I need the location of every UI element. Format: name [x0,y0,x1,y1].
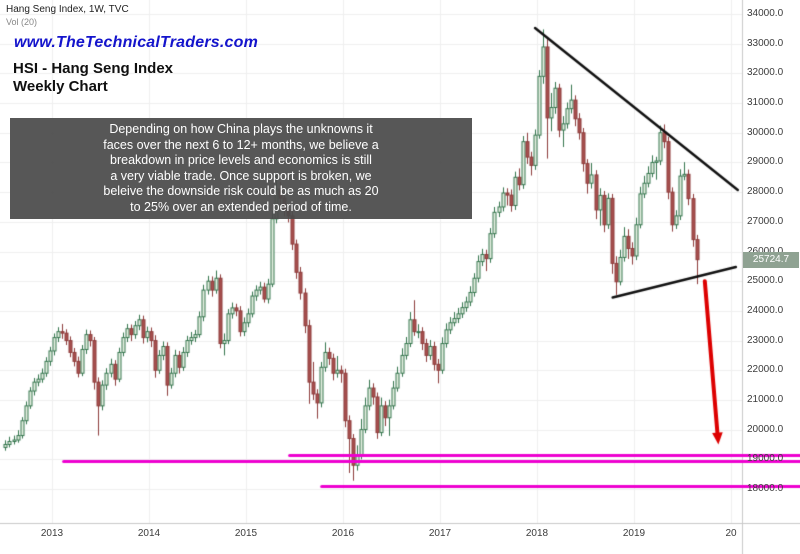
annotation-line: a very viable trade. Once support is bro… [110,168,372,183]
price-axis-label: 27000.0 [747,215,784,227]
price-axis-label: 28000.0 [747,186,784,198]
time-axis-label: 2014 [137,528,161,539]
time-axis-label: 2018 [525,528,549,539]
chart-heading: HSI - Hang Seng Index [13,60,174,77]
annotation-line: faces over the next 6 to 12+ months, we … [103,137,379,152]
volume-indicator-label[interactable]: Vol (20) [6,17,38,27]
price-axis-label: 23000.0 [747,334,784,346]
time-axis-label: 2015 [234,528,258,539]
price-axis-label: 24000.0 [747,304,784,316]
time-axis-label: 2019 [622,528,646,539]
price-axis-label: 21000.0 [747,393,784,405]
site-watermark: www.TheTechnicalTraders.com [14,34,258,51]
time-axis-label: 2013 [40,528,64,539]
price-axis-label: 18000.0 [747,483,784,494]
price-axis-label: 19000.0 [747,453,784,465]
price-axis-label: 25000.0 [747,275,784,287]
price-axis-label: 26000.0 [747,246,783,257]
annotation-line: to 25% over an extended period of time. [130,199,352,214]
price-axis-label: 33000.0 [747,37,784,49]
price-axis[interactable]: 34000.0 33000.0 32000.0 31000.0 30000.0 29000… [743,0,800,523]
price-axis-label: 22000.0 [747,364,784,376]
annotation-line: breakdown in price levels and economics … [110,153,372,167]
time-axis-label: 2017 [428,528,452,539]
time-axis-label: 2016 [331,528,355,539]
price-axis-label: 31000.0 [747,97,784,109]
annotation-line: Depending on how China plays the unknown… [109,122,373,136]
annotation-box[interactable]: Depending on how China plays the unknown… [10,118,472,219]
chart-subheading: Weekly Chart [13,78,108,95]
annotation-line: beleive the downside risk could be as mu… [103,184,379,198]
price-axis-label: 30000.0 [747,126,784,138]
symbol-title[interactable]: Hang Seng Index, 1W, TVC [6,4,129,15]
last-price-badge: 25724.7 [743,251,799,268]
time-axis[interactable]: 2013 2014 2015 2016 2017 2018 2019 20 [0,524,800,554]
price-axis-label: 34000.0 [747,8,784,19]
price-axis-label: 29000.0 [747,156,784,168]
time-axis-label: 20 [725,528,737,539]
price-axis-label: 20000.0 [747,423,784,435]
price-axis-label: 32000.0 [747,67,784,79]
